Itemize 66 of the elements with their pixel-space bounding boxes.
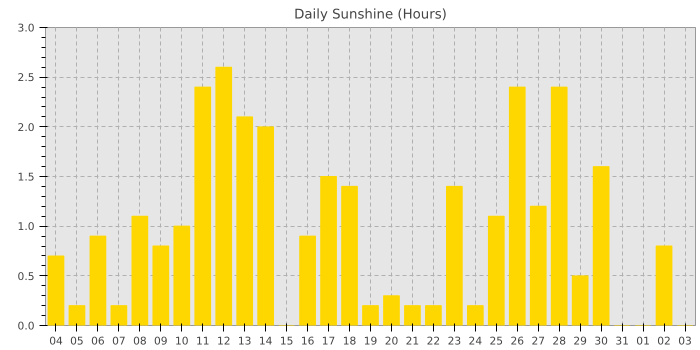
x-tick-label: 21 — [406, 334, 420, 348]
bar — [550, 86, 568, 326]
bar — [68, 305, 86, 326]
x-tick-label: 17 — [322, 334, 336, 348]
x-tick-label: 13 — [238, 334, 252, 348]
bar — [152, 246, 170, 326]
bar — [131, 216, 148, 326]
bar — [592, 166, 610, 326]
bar — [362, 305, 379, 326]
x-tick-label: 02 — [657, 334, 671, 348]
bar — [90, 236, 106, 326]
x-tick-label: 25 — [490, 334, 504, 348]
bar — [341, 186, 358, 326]
x-tick-label: 04 — [49, 334, 63, 348]
x-tick-label: 05 — [70, 334, 84, 348]
x-tick-label: 03 — [678, 334, 692, 348]
bar — [425, 305, 442, 326]
x-tick-label: 07 — [112, 334, 126, 348]
x-tick-label: 22 — [426, 334, 440, 348]
y-tick-label: 1.5 — [18, 170, 35, 184]
chart-title: Daily Sunshine (Hours) — [294, 8, 447, 22]
bar — [572, 275, 589, 326]
x-tick-label: 15 — [280, 334, 294, 348]
bar — [466, 305, 484, 326]
x-tick-label: 28 — [552, 334, 566, 348]
bar — [383, 295, 400, 326]
y-tick-label: 2.5 — [18, 71, 35, 84]
x-tick-label: 24 — [468, 334, 482, 348]
x-tick-label: 14 — [258, 334, 273, 348]
x-tick-label: 26 — [510, 334, 524, 348]
bar — [299, 236, 316, 326]
y-tick-label: 3.0 — [18, 22, 35, 34]
y-tick-label: 0.0 — [18, 320, 35, 332]
x-tick-label: 01 — [636, 334, 650, 348]
x-tick-label: 30 — [594, 334, 608, 348]
x-tick-label: 11 — [196, 334, 210, 348]
x-tick-label: 23 — [448, 334, 462, 348]
bar — [48, 255, 64, 326]
x-tick-label: 19 — [364, 334, 378, 348]
bar — [110, 305, 128, 326]
bar — [194, 86, 212, 326]
bar — [404, 305, 421, 326]
y-tick-label: 2.0 — [18, 120, 35, 134]
x-tick-label: 31 — [615, 334, 629, 348]
x-tick-label: 27 — [531, 334, 546, 348]
bar — [446, 186, 463, 326]
x-tick-label: 12 — [216, 334, 231, 348]
x-tick-label: 10 — [175, 334, 189, 348]
bar — [236, 116, 254, 326]
x-tick-label: 18 — [342, 334, 357, 348]
bar — [173, 226, 190, 326]
x-tick-label: 09 — [154, 334, 168, 348]
x-tick-label: 08 — [133, 334, 147, 348]
x-tick-label: 20 — [384, 334, 398, 348]
y-tick-label: 0.5 — [18, 270, 35, 283]
bar — [656, 246, 672, 326]
bar — [320, 176, 337, 326]
bar — [215, 66, 232, 326]
x-tick-label: 06 — [91, 334, 105, 348]
x-tick-label: 29 — [573, 334, 588, 348]
bar — [508, 86, 526, 326]
bar — [530, 206, 547, 326]
bar — [488, 216, 505, 326]
bar — [257, 126, 274, 326]
x-tick-label: 16 — [300, 334, 315, 348]
y-tick-label: 1.0 — [18, 220, 35, 234]
